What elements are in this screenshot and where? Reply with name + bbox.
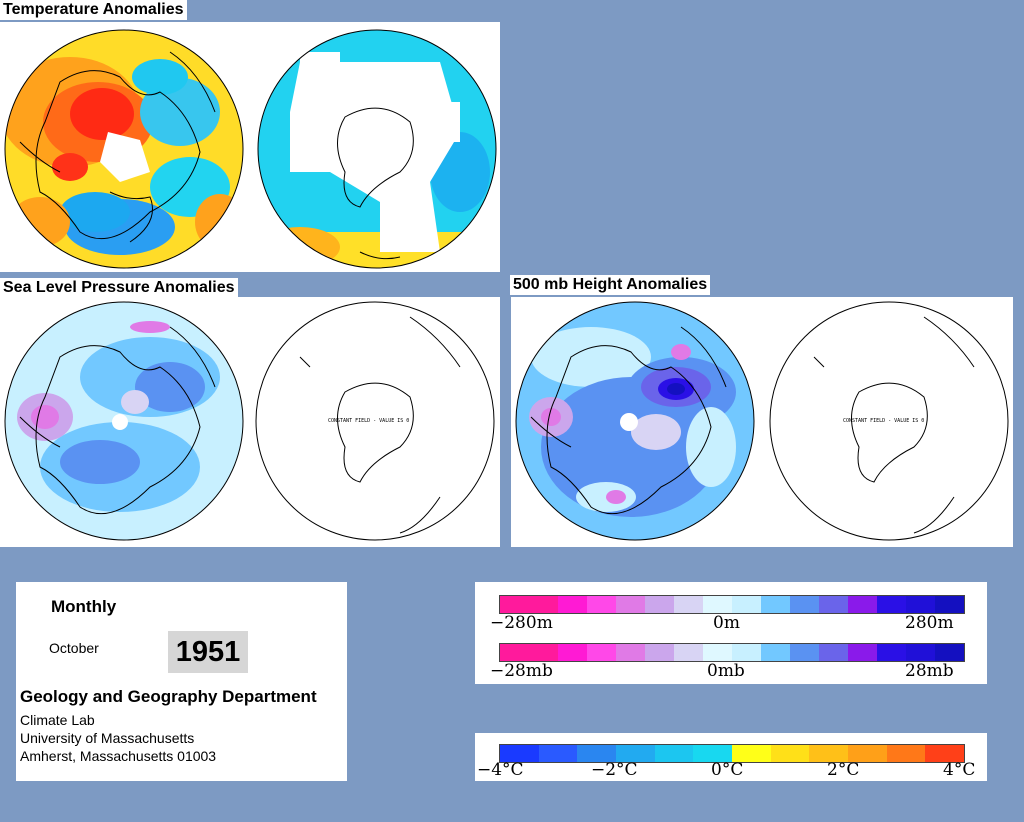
temperature-colorbar bbox=[499, 744, 965, 763]
temperature-legend-swatch bbox=[770, 745, 810, 762]
slp-nh-globe bbox=[5, 302, 243, 540]
pressure-legend-swatch bbox=[848, 644, 877, 661]
pressure-legend-mid: 0mb bbox=[707, 661, 745, 681]
temperature-legend-swatch bbox=[886, 745, 926, 762]
height-legend-swatch bbox=[790, 596, 819, 613]
height-legend-swatch bbox=[587, 596, 616, 613]
height-sh-globe bbox=[769, 301, 1009, 541]
pressure-legend-swatch bbox=[558, 644, 587, 661]
height-legend-swatch bbox=[935, 596, 964, 613]
pressure-legend-swatch bbox=[819, 644, 848, 661]
temp-label-3: 2°C bbox=[827, 760, 860, 780]
temperature-panel bbox=[0, 22, 500, 272]
pressure-legend-swatch bbox=[935, 644, 964, 661]
height-constant-field-note: CONSTANT FIELD - VALUE IS 0 bbox=[843, 418, 925, 424]
pressure-legend-swatch bbox=[703, 644, 732, 661]
department-name: Geology and Geography Department bbox=[20, 687, 317, 706]
temp-label-1: −2°C bbox=[591, 760, 638, 780]
period-label: Monthly bbox=[51, 597, 117, 616]
temperature-legend-swatch bbox=[732, 745, 771, 762]
year-value: 1951 bbox=[175, 636, 241, 668]
height-legend-swatch bbox=[877, 596, 906, 613]
pressure-legend-swatch bbox=[674, 644, 703, 661]
year-badge: 1951 bbox=[168, 631, 248, 673]
height-legend-swatch bbox=[732, 596, 761, 613]
temperature-legend-swatch bbox=[925, 745, 965, 762]
temperature-legend-swatch bbox=[848, 745, 887, 762]
pressure-legend-max: 28mb bbox=[905, 661, 954, 681]
temperature-legend-swatch bbox=[538, 745, 578, 762]
pressure-legend-swatch bbox=[906, 644, 935, 661]
height-legend-swatch bbox=[500, 596, 529, 613]
height-legend-swatch bbox=[761, 596, 790, 613]
temperature-legend-swatch bbox=[809, 745, 849, 762]
temperature-legend-swatch bbox=[654, 745, 694, 762]
height-legend-swatch bbox=[703, 596, 732, 613]
info-box: Monthly October 1951 Geology and Geograp… bbox=[16, 582, 347, 781]
pressure-colorbar bbox=[499, 643, 965, 662]
height-nh-globe bbox=[516, 302, 754, 540]
pressure-legend-swatch bbox=[732, 644, 761, 661]
pressure-legend-swatch bbox=[500, 644, 529, 661]
height-legend-swatch bbox=[616, 596, 645, 613]
pressure-legend-swatch bbox=[529, 644, 558, 661]
pressure-legend-min: −28mb bbox=[490, 661, 553, 681]
temp-label-0: −4°C bbox=[477, 760, 524, 780]
height-legend-mid: 0m bbox=[713, 613, 740, 633]
pressure-legend-swatch bbox=[645, 644, 674, 661]
lab-name: Climate Lab bbox=[20, 712, 95, 728]
slp-sh-globe bbox=[255, 301, 495, 541]
height-panel: CONSTANT FIELD - VALUE IS 0 bbox=[511, 297, 1013, 547]
temperature-legend: −4°C −2°C 0°C 2°C 4°C bbox=[475, 733, 987, 781]
temp-label-4: 4°C bbox=[943, 760, 976, 780]
slp-constant-field-note: CONSTANT FIELD - VALUE IS 0 bbox=[328, 418, 410, 424]
height-legend-swatch bbox=[906, 596, 935, 613]
height-legend-max: 280m bbox=[905, 613, 954, 633]
pressure-legend-swatch bbox=[877, 644, 906, 661]
height-pressure-legend: −280m 0m 280m −28mb 0mb 28mb bbox=[475, 582, 987, 684]
height-legend-swatch bbox=[848, 596, 877, 613]
slp-panel: CONSTANT FIELD - VALUE IS 0 bbox=[0, 297, 500, 547]
temperature-legend-swatch bbox=[693, 745, 733, 762]
temperature-legend-swatch bbox=[616, 745, 655, 762]
height-legend-swatch bbox=[819, 596, 848, 613]
height-legend-min: −280m bbox=[490, 613, 553, 633]
height-legend-swatch bbox=[674, 596, 703, 613]
pressure-legend-swatch bbox=[790, 644, 819, 661]
address: Amherst, Massachusetts 01003 bbox=[20, 748, 217, 764]
temperature-legend-swatch bbox=[577, 745, 617, 762]
pressure-legend-swatch bbox=[587, 644, 616, 661]
month-label: October bbox=[49, 640, 99, 656]
height-legend-swatch bbox=[645, 596, 674, 613]
height-legend-swatch bbox=[558, 596, 587, 613]
temperature-nh-globe bbox=[5, 30, 243, 268]
pressure-legend-swatch bbox=[616, 644, 645, 661]
slp-title: Sea Level Pressure Anomalies bbox=[0, 278, 238, 298]
pressure-legend-swatch bbox=[761, 644, 790, 661]
height-title: 500 mb Height Anomalies bbox=[510, 275, 711, 295]
university-name: University of Massachusetts bbox=[20, 730, 195, 746]
temp-label-2: 0°C bbox=[711, 760, 744, 780]
temperature-legend-swatch bbox=[500, 745, 539, 762]
height-colorbar bbox=[499, 595, 965, 614]
height-legend-swatch bbox=[529, 596, 558, 613]
temperature-title: Temperature Anomalies bbox=[0, 0, 187, 20]
temperature-sh-globe bbox=[258, 30, 496, 268]
